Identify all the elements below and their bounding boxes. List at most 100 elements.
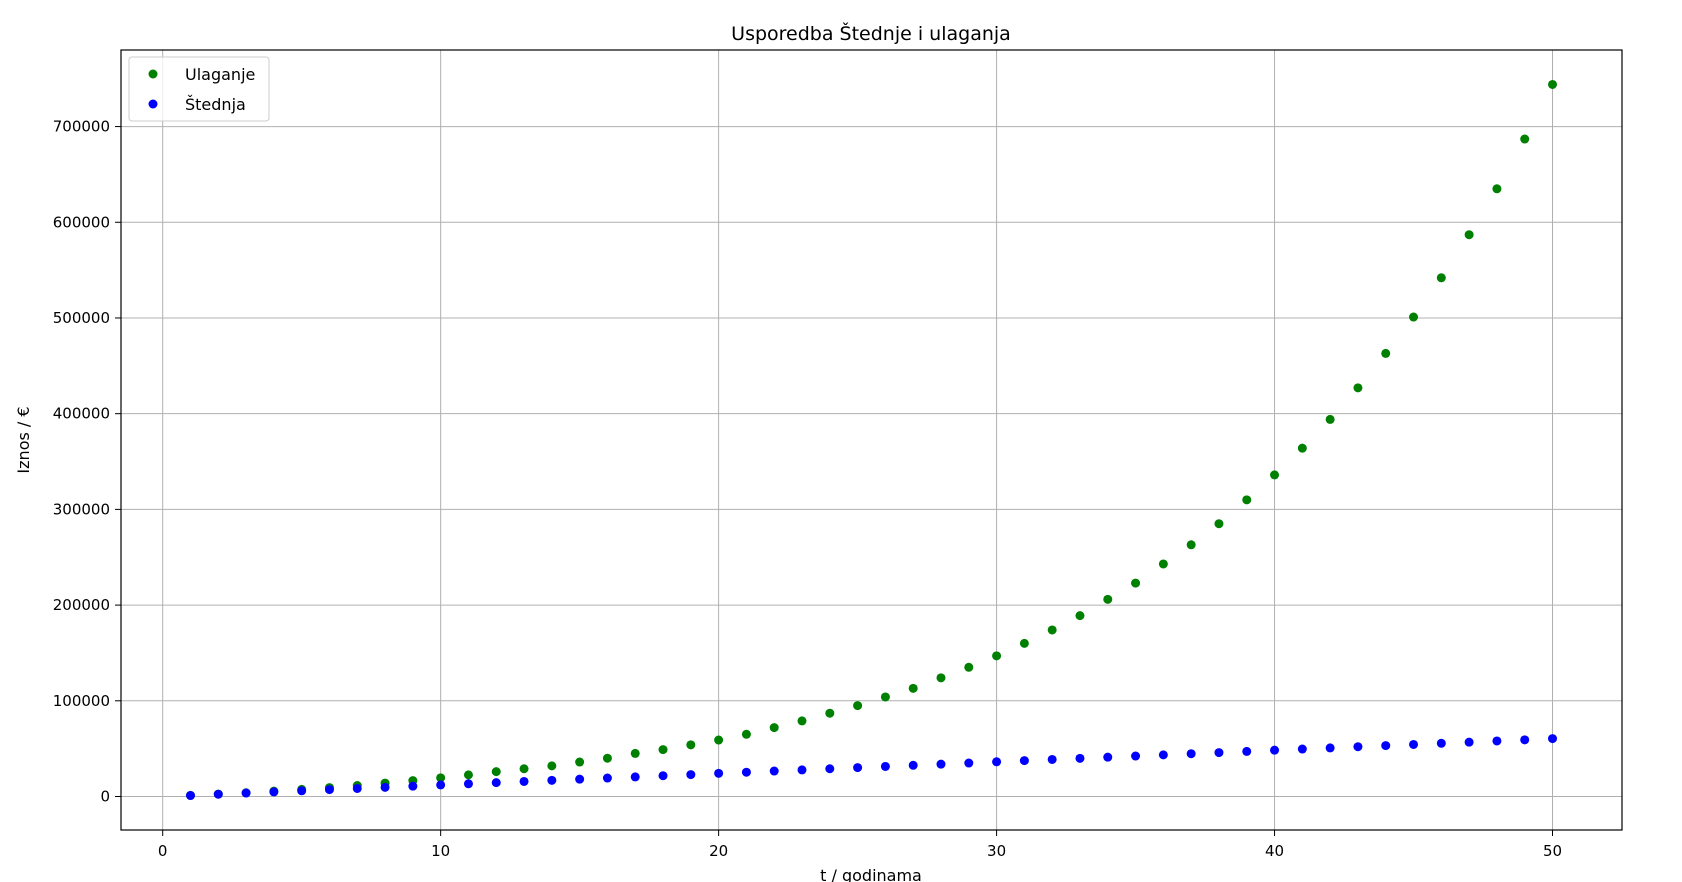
point-stednja (797, 765, 807, 775)
point-stednja (297, 786, 307, 796)
point-ulaganje (741, 729, 751, 739)
point-stednja (1131, 751, 1141, 761)
point-ulaganje (908, 683, 918, 693)
data-points (185, 79, 1558, 801)
point-stednja (964, 758, 974, 768)
point-stednja (1436, 738, 1446, 748)
point-stednja (853, 763, 863, 773)
point-stednja (408, 781, 418, 791)
point-ulaganje (1103, 594, 1113, 604)
point-stednja (1075, 753, 1085, 763)
y-tick-label: 100000 (53, 692, 110, 710)
point-stednja (269, 787, 279, 797)
point-ulaganje (547, 761, 557, 771)
point-stednja (1464, 737, 1474, 747)
point-ulaganje (797, 716, 807, 726)
point-stednja (1242, 746, 1252, 756)
point-ulaganje (491, 767, 501, 777)
x-tick-label: 30 (987, 842, 1006, 860)
legend-marker-stednja (148, 99, 158, 109)
point-stednja (352, 783, 362, 793)
x-tick-label: 10 (431, 842, 450, 860)
point-stednja (547, 775, 557, 785)
point-ulaganje (1353, 383, 1363, 393)
point-ulaganje (1214, 519, 1224, 529)
point-ulaganje (992, 651, 1002, 661)
legend-label-ulaganje: Ulaganje (185, 65, 255, 84)
point-ulaganje (1047, 625, 1057, 635)
point-stednja (436, 780, 446, 790)
point-stednja (1297, 744, 1307, 754)
point-stednja (741, 767, 751, 777)
x-tick-label: 20 (709, 842, 728, 860)
point-ulaganje (714, 735, 724, 745)
plot-frame (120, 49, 1623, 831)
point-stednja (1103, 752, 1113, 762)
point-ulaganje (1270, 470, 1280, 480)
point-ulaganje (630, 748, 640, 758)
y-tick-label: 400000 (53, 405, 110, 423)
point-stednja (658, 771, 668, 781)
point-stednja (491, 778, 501, 788)
point-stednja (1019, 756, 1029, 766)
point-ulaganje (658, 745, 668, 755)
grid-lines (121, 50, 1622, 830)
point-stednja (1409, 739, 1419, 749)
point-stednja (686, 770, 696, 780)
point-ulaganje (1131, 578, 1141, 588)
point-stednja (519, 776, 529, 786)
y-tick-label: 600000 (53, 213, 110, 231)
point-ulaganje (1548, 79, 1558, 89)
point-stednja (1214, 748, 1224, 758)
point-stednja (936, 759, 946, 769)
chart-title: Usporedba Štednje i ulaganja (731, 21, 1011, 45)
point-ulaganje (1019, 638, 1029, 648)
point-stednja (463, 779, 473, 789)
point-stednja (769, 766, 779, 776)
x-tick-label: 40 (1265, 842, 1284, 860)
axis-ticks: 0 10 20 30 40 50 0 100000 200000 300000 400000 5000… (53, 118, 1562, 860)
point-ulaganje (769, 723, 779, 733)
point-ulaganje (880, 692, 890, 702)
legend: Ulaganje Štednja (128, 56, 270, 122)
point-ulaganje (1520, 134, 1530, 144)
x-axis-title: t / godinama (820, 866, 922, 882)
point-stednja (630, 772, 640, 782)
point-stednja (1353, 742, 1363, 752)
y-tick-label: 200000 (53, 596, 110, 614)
point-stednja (714, 768, 724, 778)
point-stednja (380, 782, 390, 792)
y-tick-label: 700000 (53, 118, 110, 136)
point-stednja (185, 791, 195, 801)
legend-box (128, 56, 270, 122)
point-ulaganje (463, 770, 473, 780)
point-ulaganje (1381, 348, 1391, 358)
y-tick-label: 0 (100, 788, 110, 806)
point-stednja (1158, 750, 1168, 760)
point-ulaganje (436, 773, 446, 783)
point-stednja (1325, 743, 1335, 753)
point-ulaganje (1242, 495, 1252, 505)
point-ulaganje (853, 701, 863, 711)
point-ulaganje (602, 753, 612, 763)
point-stednja (1492, 736, 1502, 746)
point-ulaganje (1297, 443, 1307, 453)
point-stednja (241, 788, 251, 798)
point-ulaganje (519, 764, 529, 774)
point-stednja (602, 773, 612, 783)
point-ulaganje (825, 708, 835, 718)
point-ulaganje (1158, 559, 1168, 569)
point-stednja (575, 774, 585, 784)
point-ulaganje (1464, 230, 1474, 240)
point-stednja (1548, 734, 1558, 744)
x-tick-label: 50 (1543, 842, 1562, 860)
point-stednja (213, 789, 223, 799)
point-ulaganje (964, 662, 974, 672)
point-ulaganje (1325, 414, 1335, 424)
point-stednja (880, 761, 890, 771)
point-stednja (1381, 741, 1391, 751)
point-stednja (825, 764, 835, 774)
